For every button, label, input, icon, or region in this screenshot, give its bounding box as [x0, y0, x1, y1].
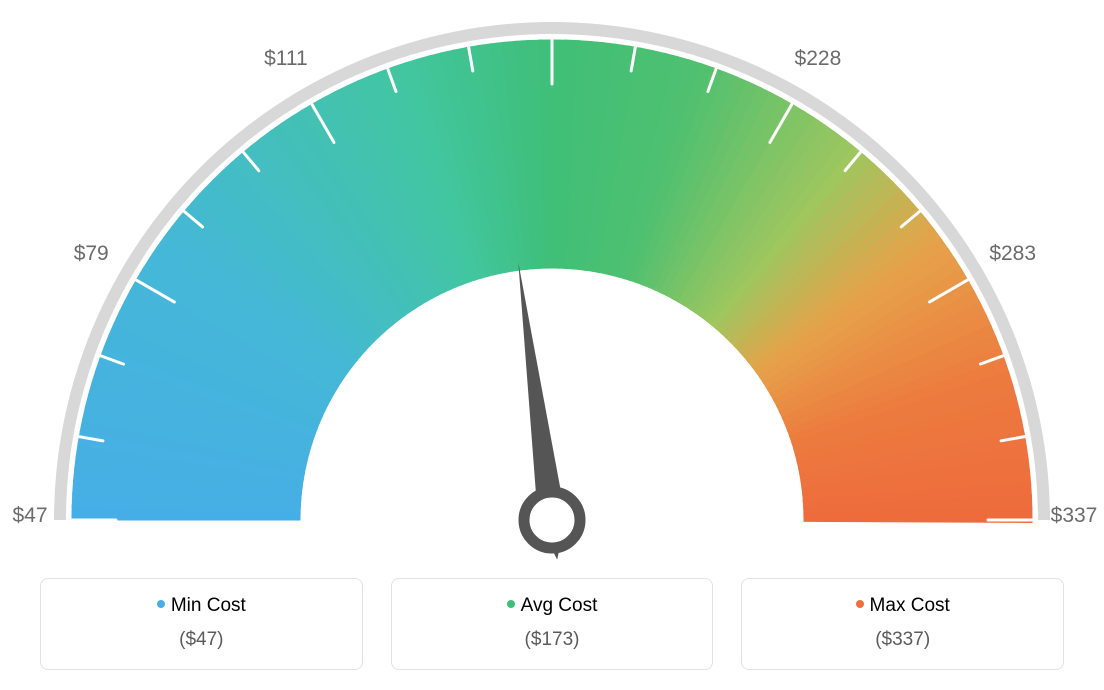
legend-value-min: ($47)	[51, 629, 352, 651]
legend-value-avg: ($173)	[402, 629, 703, 651]
legend-row: Min Cost ($47) Avg Cost ($173) Max Cost …	[40, 578, 1064, 670]
gauge-tick-label: $228	[795, 47, 842, 71]
gauge-svg	[0, 0, 1104, 560]
legend-dot-avg	[507, 600, 515, 608]
legend-dot-min	[157, 600, 165, 608]
gauge-tick-label: $337	[1051, 504, 1098, 528]
legend-dot-max	[856, 600, 864, 608]
legend-card-avg: Avg Cost ($173)	[391, 578, 714, 670]
gauge: $47$79$111$173$228$283$337	[0, 0, 1104, 560]
gauge-tick-label: $79	[74, 242, 109, 266]
legend-card-min: Min Cost ($47)	[40, 578, 363, 670]
legend-card-max: Max Cost ($337)	[741, 578, 1064, 670]
legend-value-max: ($337)	[752, 629, 1053, 651]
gauge-tick-label: $111	[264, 47, 308, 71]
legend-title-max: Max Cost	[752, 595, 1053, 617]
gauge-tick-label: $47	[12, 504, 47, 528]
legend-title-avg: Avg Cost	[402, 595, 703, 617]
legend-title-min: Min Cost	[51, 595, 352, 617]
gauge-chart-container: $47$79$111$173$228$283$337 Min Cost ($47…	[0, 0, 1104, 690]
legend-label-max: Max Cost	[870, 595, 950, 616]
gauge-tick-label: $283	[989, 242, 1036, 266]
legend-label-min: Min Cost	[171, 595, 246, 616]
legend-label-avg: Avg Cost	[521, 595, 598, 616]
